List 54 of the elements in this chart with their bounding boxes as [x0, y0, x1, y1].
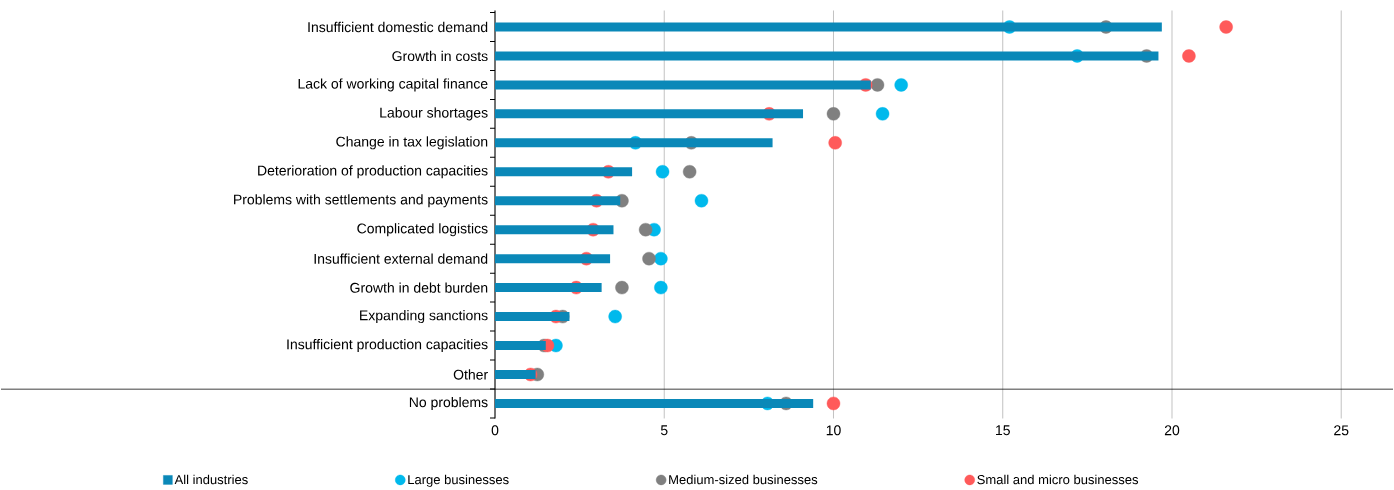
bar — [495, 254, 611, 264]
point — [826, 107, 841, 121]
legend-label: Small and micro businesses — [977, 474, 1139, 485]
legend-label: Medium-sized businesses — [669, 474, 818, 485]
y-tick-label: Deterioration of production capacities — [258, 165, 488, 179]
y-tick-label: Other — [453, 369, 488, 380]
x-tick-label: 15 — [996, 425, 1010, 436]
y-tick-label: Insufficient domestic demand — [308, 21, 488, 33]
bar — [495, 80, 871, 90]
bar — [495, 398, 814, 408]
y-tick-label: No problems — [409, 396, 488, 410]
bar — [495, 109, 804, 119]
y-tick-label: Insufficient external demand — [314, 253, 488, 264]
point — [654, 280, 668, 295]
bar — [495, 167, 633, 177]
point — [1219, 20, 1233, 34]
x-tick-label: 25 — [1334, 425, 1349, 436]
point — [826, 396, 841, 411]
x-tick-label: 20 — [1164, 425, 1180, 436]
point — [638, 222, 653, 237]
point — [894, 78, 908, 92]
y-tick-label: Insufficient production capacities — [287, 338, 488, 352]
bar — [495, 138, 773, 148]
y-tick-label: Complicated logistics — [357, 223, 488, 237]
point — [654, 251, 668, 266]
point — [655, 164, 670, 179]
y-tick-label: Lack of working capital finance — [298, 78, 488, 92]
y-tick-label: Labour shortages — [380, 107, 488, 121]
point — [875, 107, 890, 121]
y-tick-label: Growth in costs — [392, 50, 488, 62]
point — [694, 193, 709, 208]
bar — [495, 283, 602, 293]
x-tick-label: 10 — [826, 425, 841, 436]
point — [608, 309, 622, 324]
y-tick-label: Change in tax legislation — [336, 136, 488, 150]
point — [828, 136, 842, 150]
point — [1182, 49, 1196, 63]
point — [642, 251, 656, 266]
legend-label: All industries — [174, 474, 248, 485]
bar — [495, 196, 621, 206]
bar — [495, 311, 570, 321]
legend-label: Large businesses — [408, 474, 509, 487]
bar — [495, 51, 1159, 61]
x-tick-label: 5 — [660, 425, 668, 436]
y-tick-label: Expanding sanctions — [360, 309, 488, 323]
point — [615, 280, 629, 295]
x-tick-label: 0 — [491, 425, 499, 436]
bar — [495, 22, 1162, 32]
y-tick-label: Growth in debt burden — [350, 282, 488, 293]
bar — [495, 225, 614, 235]
y-tick-label: Problems with settlements and payments — [234, 194, 488, 208]
bar — [495, 369, 536, 379]
point — [870, 78, 885, 92]
point — [682, 164, 697, 179]
